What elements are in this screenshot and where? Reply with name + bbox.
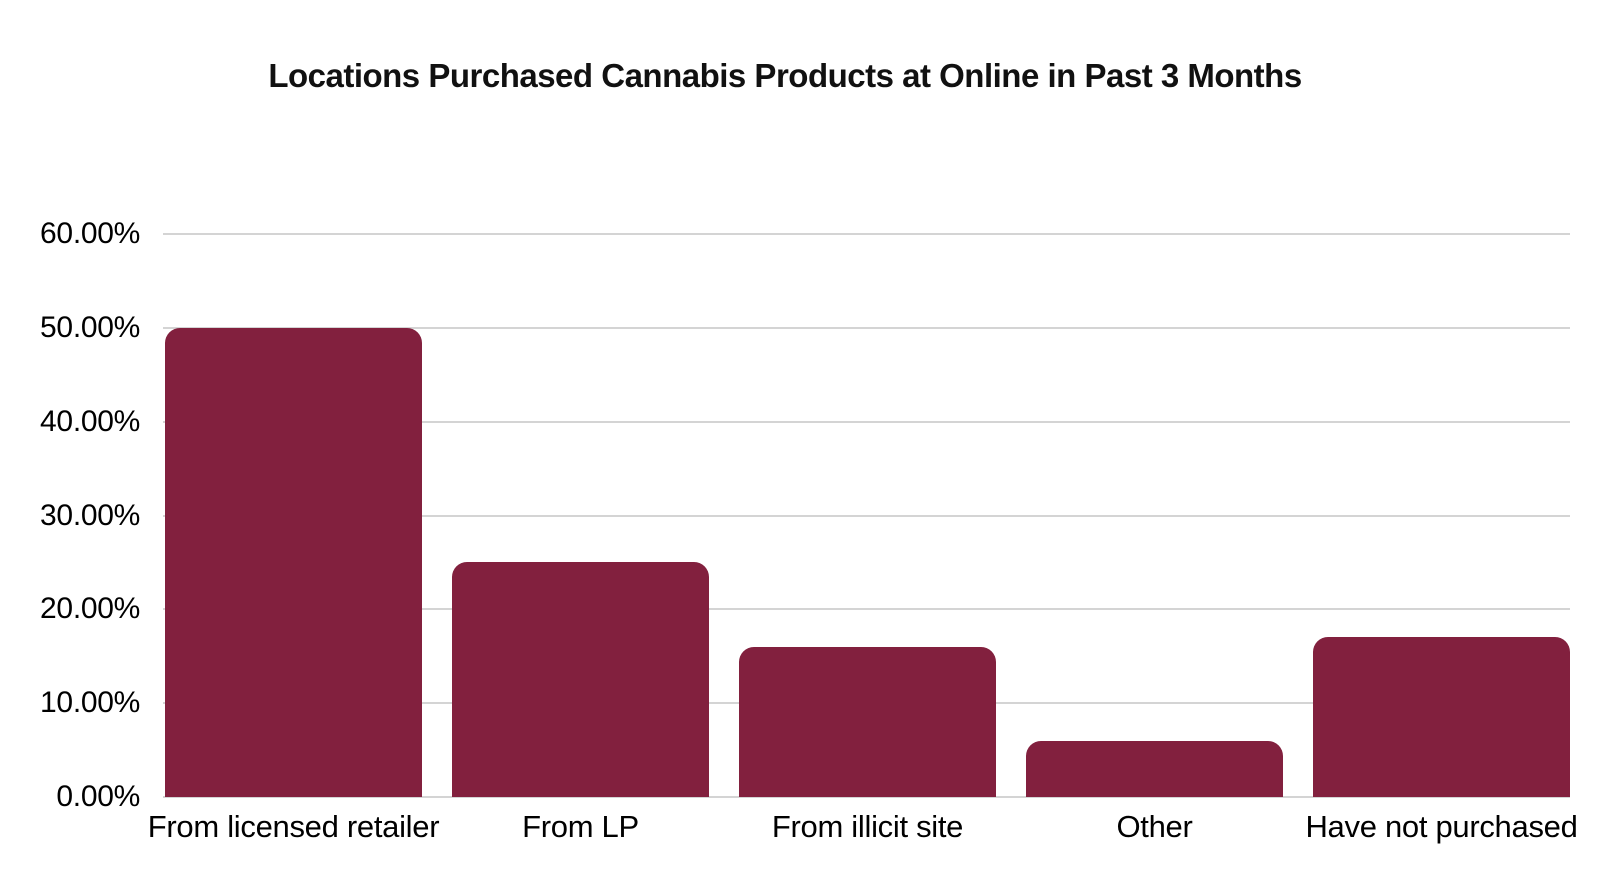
y-tick-label-50: 50.00% bbox=[40, 310, 140, 344]
x-category-label-from-licensed-retailer: From licensed retailer bbox=[147, 809, 440, 844]
gridline-0 bbox=[163, 796, 1570, 798]
gridline-40 bbox=[163, 420, 1570, 423]
x-category-label-from-illicit-site: From illicit site bbox=[771, 809, 964, 844]
plot-area bbox=[163, 233, 1570, 798]
gridline-30 bbox=[163, 514, 1570, 517]
y-tick-label-0: 0.00% bbox=[56, 780, 140, 813]
bar-from-lp bbox=[452, 562, 709, 797]
bar-other bbox=[1026, 740, 1283, 797]
y-axis: 0.00% 10.00% 20.00% 30.00% 40.00% 50.00% 60.00… bbox=[0, 0, 140, 892]
bar-have-not-purchased bbox=[1313, 637, 1570, 797]
x-category-label-from-lp: From LP bbox=[522, 809, 639, 844]
y-tick-label-40: 40.00% bbox=[40, 404, 140, 438]
y-tick-label-60: 60.00% bbox=[40, 217, 140, 250]
chart-title: Locations Purchased Cannabis Products at… bbox=[268, 57, 1302, 94]
bar-from-illicit-site bbox=[739, 646, 996, 797]
x-category-label-have-not-purchased: Have not purchased bbox=[1305, 809, 1578, 844]
bar-from-licensed-retailer bbox=[165, 327, 422, 797]
y-tick-label-10: 10.00% bbox=[40, 686, 140, 720]
gridline-50 bbox=[163, 326, 1570, 329]
y-tick-label-30: 30.00% bbox=[40, 498, 140, 532]
x-axis: From licensed retailer From LP From illici… bbox=[148, 809, 1578, 859]
gridline-20 bbox=[163, 608, 1570, 611]
gridline-60 bbox=[163, 233, 1570, 235]
y-tick-label-20: 20.00% bbox=[40, 592, 140, 626]
x-category-label-other: Other bbox=[1116, 809, 1193, 844]
